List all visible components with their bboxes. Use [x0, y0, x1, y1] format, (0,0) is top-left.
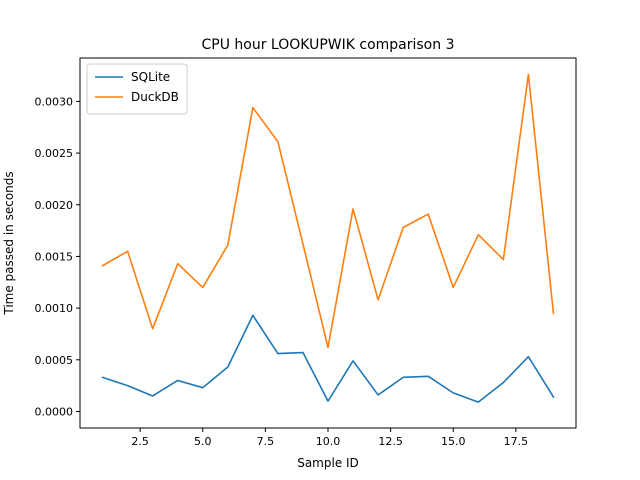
legend-label-sqlite: SQLite	[131, 70, 170, 84]
x-tick-label: 12.5	[378, 435, 403, 448]
y-tick-label: 0.0025	[35, 147, 74, 160]
y-tick-label: 0.0010	[35, 302, 74, 315]
y-axis-label: Time passed in seconds	[2, 171, 16, 315]
series-layer	[101, 73, 555, 403]
x-tick-label: 17.5	[504, 435, 529, 448]
y-axis: 0.0000 0.0005 0.0010 0.0015 0.0020 0.0025 0.00…	[35, 95, 80, 418]
y-tick-label: 0.0020	[35, 199, 74, 212]
x-tick-label: 5.0	[194, 435, 212, 448]
x-tick-label: 15.0	[441, 435, 466, 448]
x-tick-label: 10.0	[316, 435, 341, 448]
x-axis-label: Sample ID	[297, 456, 359, 470]
x-tick-label: 2.5	[131, 435, 149, 448]
series-line-duckdb	[101, 73, 555, 349]
y-tick-label: 0.0000	[35, 405, 74, 418]
legend-label-duckdb: DuckDB	[131, 90, 179, 104]
series-line-sqlite	[101, 314, 555, 403]
chart-title: CPU hour LOOKUPWIK comparison 3	[202, 37, 455, 53]
legend: SQLite DuckDB	[86, 63, 188, 115]
y-tick-label: 0.0015	[35, 250, 74, 263]
y-tick-label: 0.0030	[35, 95, 74, 108]
x-tick-label: 7.5	[257, 435, 275, 448]
x-axis: 2.5 5.0 7.5 10.0 12.5 15.0 17.5	[131, 428, 528, 448]
y-tick-label: 0.0005	[35, 354, 74, 367]
